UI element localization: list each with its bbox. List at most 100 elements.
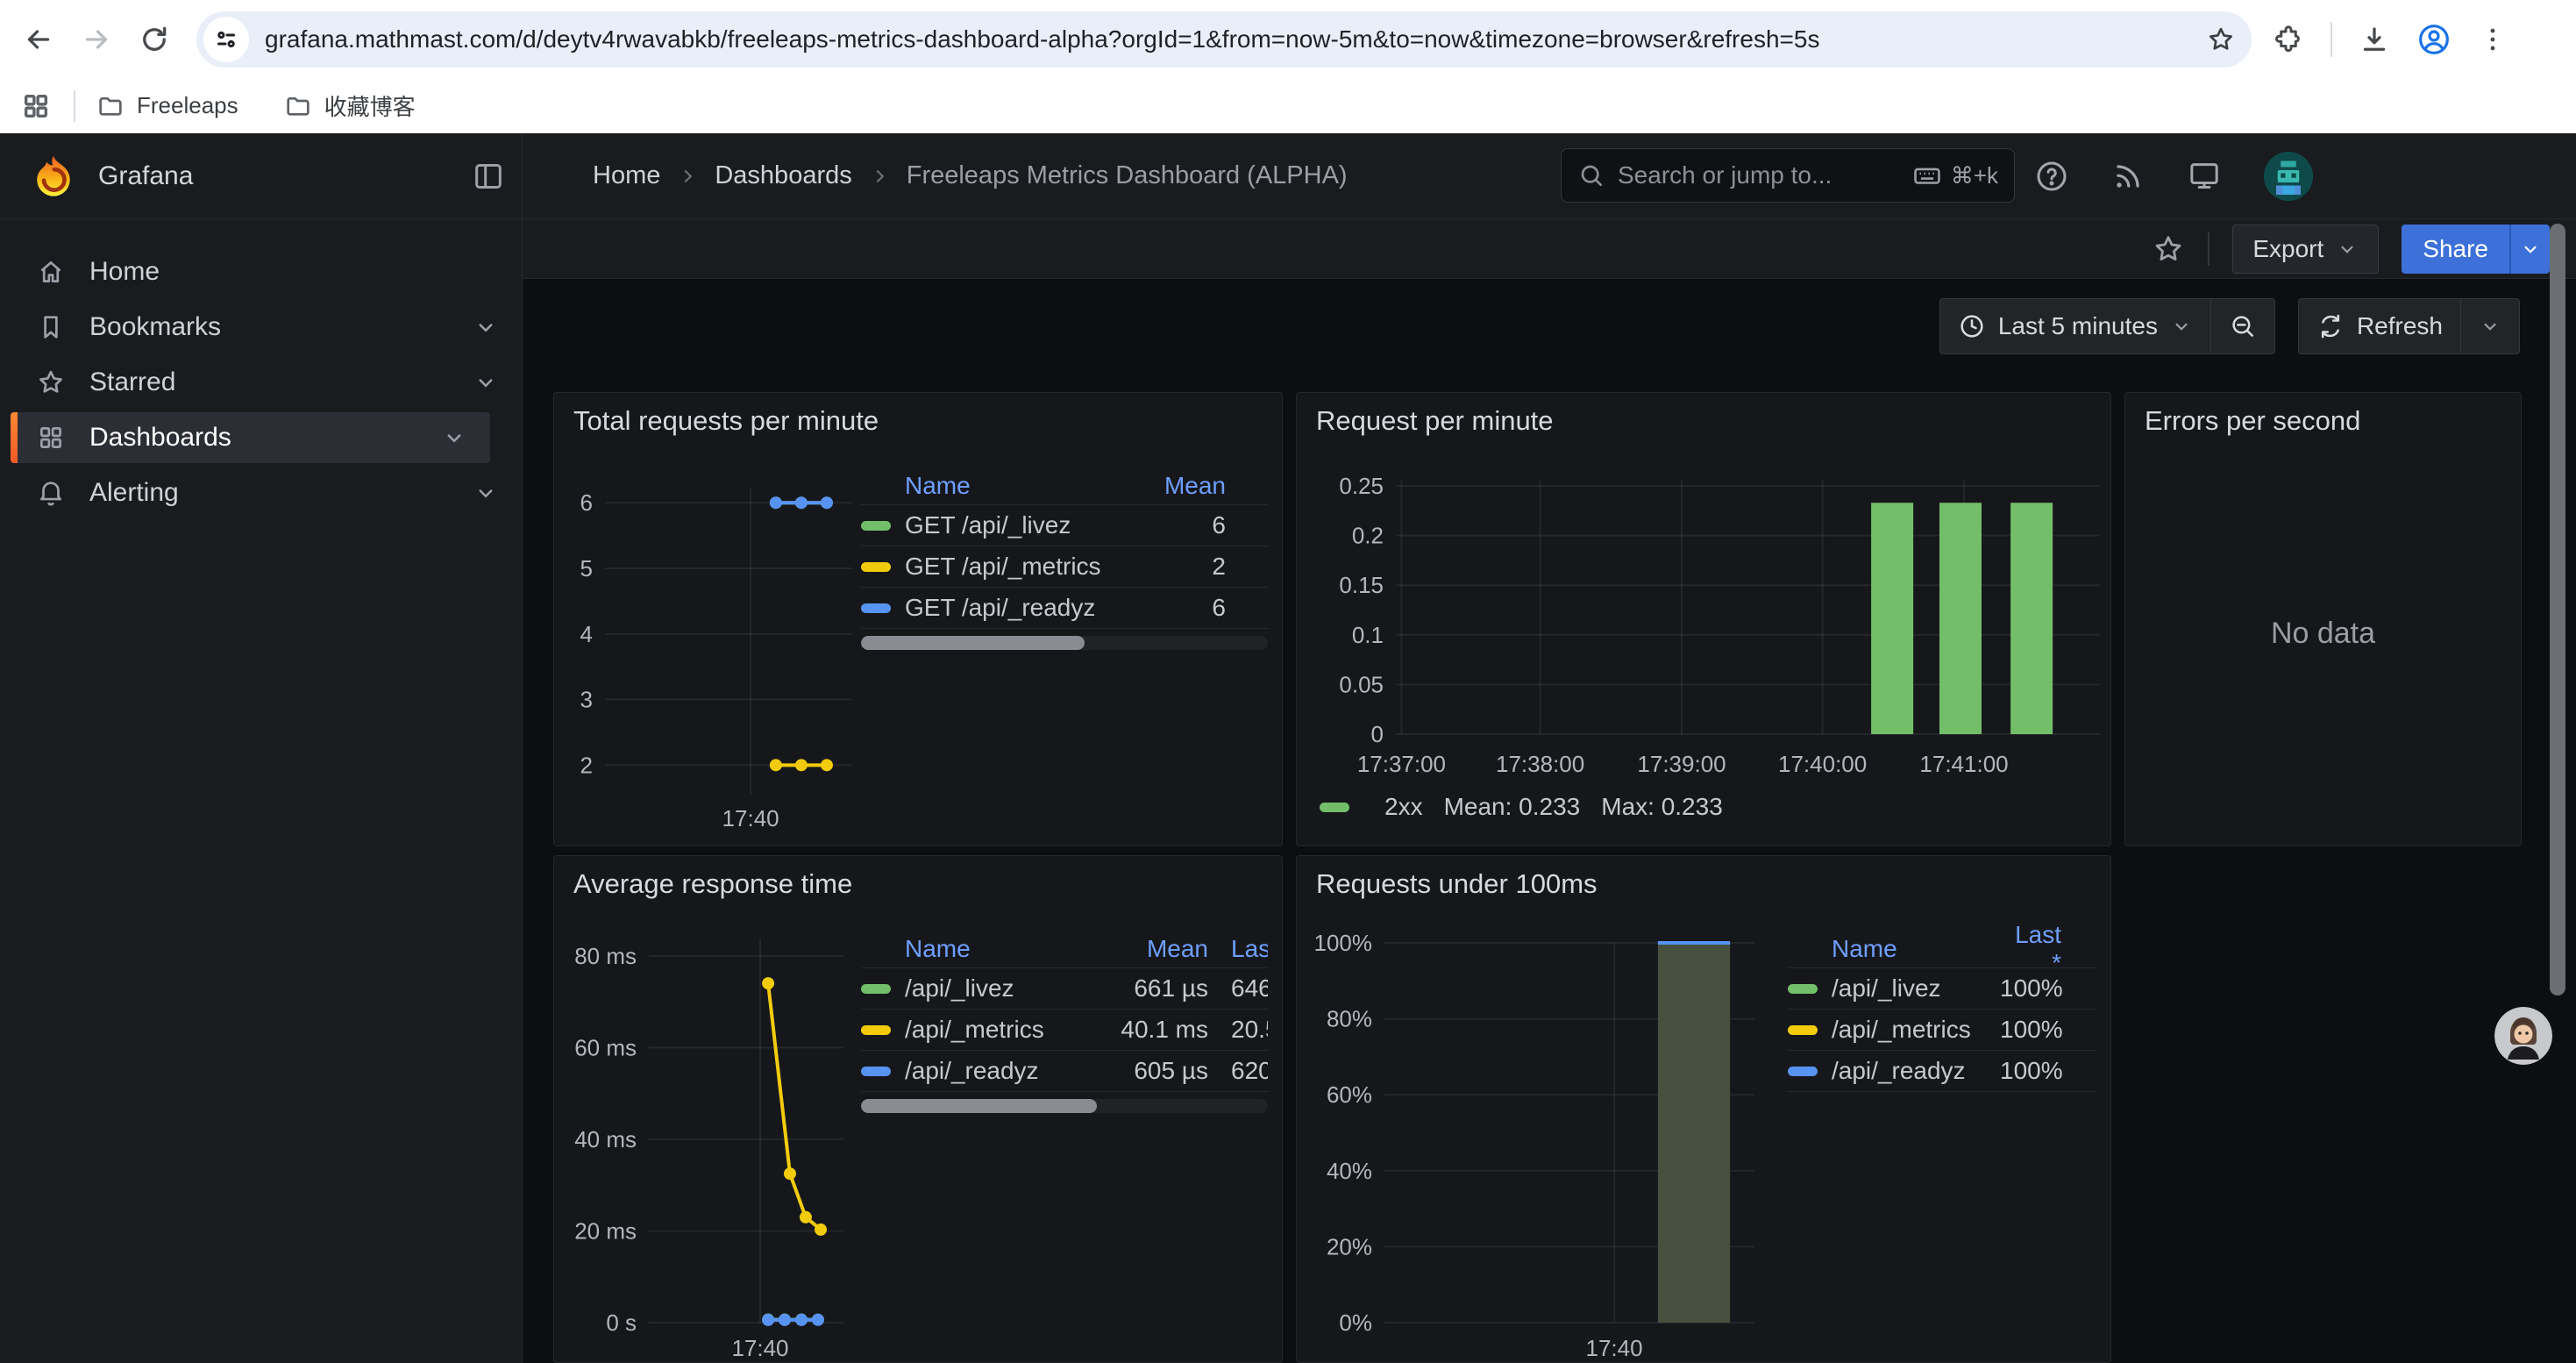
legend-row[interactable]: /api/_readyz 100% xyxy=(1788,1051,2096,1092)
series-name: GET /api/_readyz xyxy=(905,594,1096,621)
chevron-down-icon[interactable] xyxy=(473,314,499,340)
user-avatar[interactable] xyxy=(2264,152,2313,201)
legend-column-header[interactable]: Name xyxy=(905,471,971,499)
profile-icon[interactable] xyxy=(2416,22,2451,57)
breadcrumb: Home Dashboards Freeleaps Metrics Dashbo… xyxy=(593,161,1348,190)
news-rss-icon[interactable] xyxy=(2111,160,2145,193)
series-swatch xyxy=(861,561,891,572)
legend-row[interactable]: GET /api/_readyz 6 xyxy=(861,588,1268,629)
panel-total-requests-per-minute: Total requests per minute 6 5 4 3 2 17:40 Nam… xyxy=(553,392,1283,846)
sidebar-item-bookmarks[interactable]: Bookmarks xyxy=(0,302,522,353)
favorite-star-icon[interactable] xyxy=(2152,232,2185,266)
display-kiosk-icon[interactable] xyxy=(2187,159,2222,194)
chevron-down-icon[interactable] xyxy=(441,425,467,451)
bookmark-folder-blogs[interactable]: 收藏博客 xyxy=(284,89,416,122)
assistant-avatar-overlay[interactable] xyxy=(2494,1007,2552,1065)
panel-title[interactable]: Errors per second xyxy=(2145,405,2361,436)
timeseries-chart[interactable]: 80 ms 60 ms 40 ms 20 ms 0 s 17:40 xyxy=(554,856,1282,1362)
legend-row[interactable]: GET /api/_livez 6 xyxy=(861,505,1268,546)
back-icon[interactable] xyxy=(19,20,58,59)
help-icon[interactable] xyxy=(2034,159,2069,194)
legend-row[interactable]: /api/_readyz 605 µs 620 µs xyxy=(861,1051,1268,1092)
svg-text:17:39:00: 17:39:00 xyxy=(1637,751,1726,777)
panel-title[interactable]: Requests under 100ms xyxy=(1316,868,1598,899)
panel-title[interactable]: Total requests per minute xyxy=(573,405,879,436)
download-icon[interactable] xyxy=(2359,24,2390,55)
legend-row[interactable]: /api/_livez 100% xyxy=(1788,968,2096,1010)
bar-chart[interactable]: 0.25 0.2 0.15 0.1 0.05 0 17:37:00 17:38:00 17:39… xyxy=(1297,393,2110,846)
panel-title[interactable]: Average response time xyxy=(573,868,853,899)
refresh-interval-button[interactable] xyxy=(2461,299,2519,353)
share-menu-button[interactable] xyxy=(2509,224,2550,274)
series-name: GET /api/_metrics xyxy=(905,553,1101,580)
export-button[interactable]: Export xyxy=(2232,224,2380,274)
legend-column-header[interactable]: Last * xyxy=(1231,934,1268,962)
bookmark-folder-freeleaps[interactable]: Freeleaps xyxy=(96,92,238,120)
collapse-sidebar-icon[interactable] xyxy=(471,159,506,194)
svg-text:0.15: 0.15 xyxy=(1339,572,1384,598)
share-button[interactable]: Share xyxy=(2402,224,2509,274)
site-settings-icon[interactable] xyxy=(203,17,249,62)
legend-scrollbar-thumb[interactable] xyxy=(861,1099,1098,1113)
svg-text:6: 6 xyxy=(580,489,593,516)
sidebar-item-label: Bookmarks xyxy=(89,312,222,341)
chevron-down-icon xyxy=(2341,246,2353,253)
series-swatch xyxy=(1320,802,1349,812)
grafana-logo[interactable] xyxy=(32,154,75,198)
breadcrumb-home[interactable]: Home xyxy=(593,161,661,189)
panel-title[interactable]: Request per minute xyxy=(1316,405,1554,436)
reload-icon[interactable] xyxy=(135,20,174,59)
series-swatch xyxy=(1788,1066,1818,1076)
svg-text:80 ms: 80 ms xyxy=(574,943,637,969)
breadcrumb-dashboards[interactable]: Dashboards xyxy=(715,161,852,189)
apps-grid-icon[interactable] xyxy=(21,91,51,121)
area-chart[interactable]: 100% 80% 60% 40% 20% 0% 17:40 xyxy=(1297,856,2110,1362)
home-icon xyxy=(35,257,67,287)
dashboard-area: Export Share Last 5 minutes xyxy=(523,219,2576,1363)
url-bar[interactable]: grafana.mathmast.com/d/deytv4rwavabkb/fr… xyxy=(196,11,2252,68)
extensions-icon[interactable] xyxy=(2273,24,2304,55)
legend-column-header[interactable]: Name xyxy=(905,934,971,962)
legend-inline[interactable]: 2xx Mean: 0.233 Max: 0.233 xyxy=(1320,793,1723,821)
series-swatch xyxy=(861,603,891,613)
page-scrollbar[interactable] xyxy=(2550,224,2565,995)
clock-icon xyxy=(1960,315,1983,338)
sidebar-item-dashboards[interactable]: Dashboards xyxy=(11,412,490,463)
legend-scrollbar-thumb[interactable] xyxy=(861,636,1085,650)
time-range-label: Last 5 minutes xyxy=(1997,312,2158,339)
browser-menu-icon[interactable] xyxy=(2478,25,2508,54)
zoom-out-button[interactable] xyxy=(2211,299,2274,353)
chevron-down-icon[interactable] xyxy=(473,480,499,506)
grafana-app: Grafana Home Dashboards Freeleaps Metric… xyxy=(0,133,2576,1363)
svg-text:17:41:00: 17:41:00 xyxy=(1919,751,2008,777)
series-name: /api/_readyz xyxy=(1832,1057,1966,1084)
legend-row[interactable]: /api/_metrics 40.1 ms 20.5 ms xyxy=(861,1010,1268,1051)
search-input[interactable]: Search or jump to... ⌘+k xyxy=(1561,148,2015,203)
forward-icon[interactable] xyxy=(77,20,116,59)
bookmark-icon xyxy=(35,312,67,342)
legend-row[interactable]: GET /api/_metrics 2 xyxy=(861,546,1268,588)
timeseries-chart[interactable]: 6 5 4 3 2 17:40 xyxy=(554,393,1282,846)
legend-column-header[interactable]: Name xyxy=(1832,934,1897,962)
chevron-down-icon[interactable] xyxy=(473,369,499,396)
legend-row[interactable]: /api/_metrics 100% xyxy=(1788,1010,2096,1051)
sidebar-item-alerting[interactable]: Alerting xyxy=(0,467,522,518)
legend-column-header[interactable]: Last * xyxy=(2015,920,2061,976)
refresh-button[interactable]: Refresh xyxy=(2299,299,2460,353)
url-text[interactable]: grafana.mathmast.com/d/deytv4rwavabkb/fr… xyxy=(265,25,1820,53)
series-swatch xyxy=(861,983,891,994)
sidebar-item-starred[interactable]: Starred xyxy=(0,357,522,408)
bookmark-star-icon[interactable] xyxy=(2206,25,2236,54)
svg-text:17:40: 17:40 xyxy=(1586,1335,1643,1361)
legend-table: Name Mean Last * /api/_livez 661 µs 646 µs/ap… xyxy=(861,930,1268,1113)
legend-column-header[interactable]: Mean xyxy=(1163,471,1226,499)
series-swatch xyxy=(861,520,891,531)
legend-row[interactable]: /api/_livez 661 µs 646 µs xyxy=(861,968,1268,1010)
sidebar-item-home[interactable]: Home xyxy=(0,246,522,297)
legend-scrollbar[interactable] xyxy=(861,1099,1268,1113)
legend-scrollbar[interactable] xyxy=(861,636,1268,650)
svg-text:2: 2 xyxy=(580,752,593,778)
legend-column-header[interactable]: Mean xyxy=(1146,934,1208,962)
time-range-picker[interactable]: Last 5 minutes xyxy=(1940,299,2210,353)
